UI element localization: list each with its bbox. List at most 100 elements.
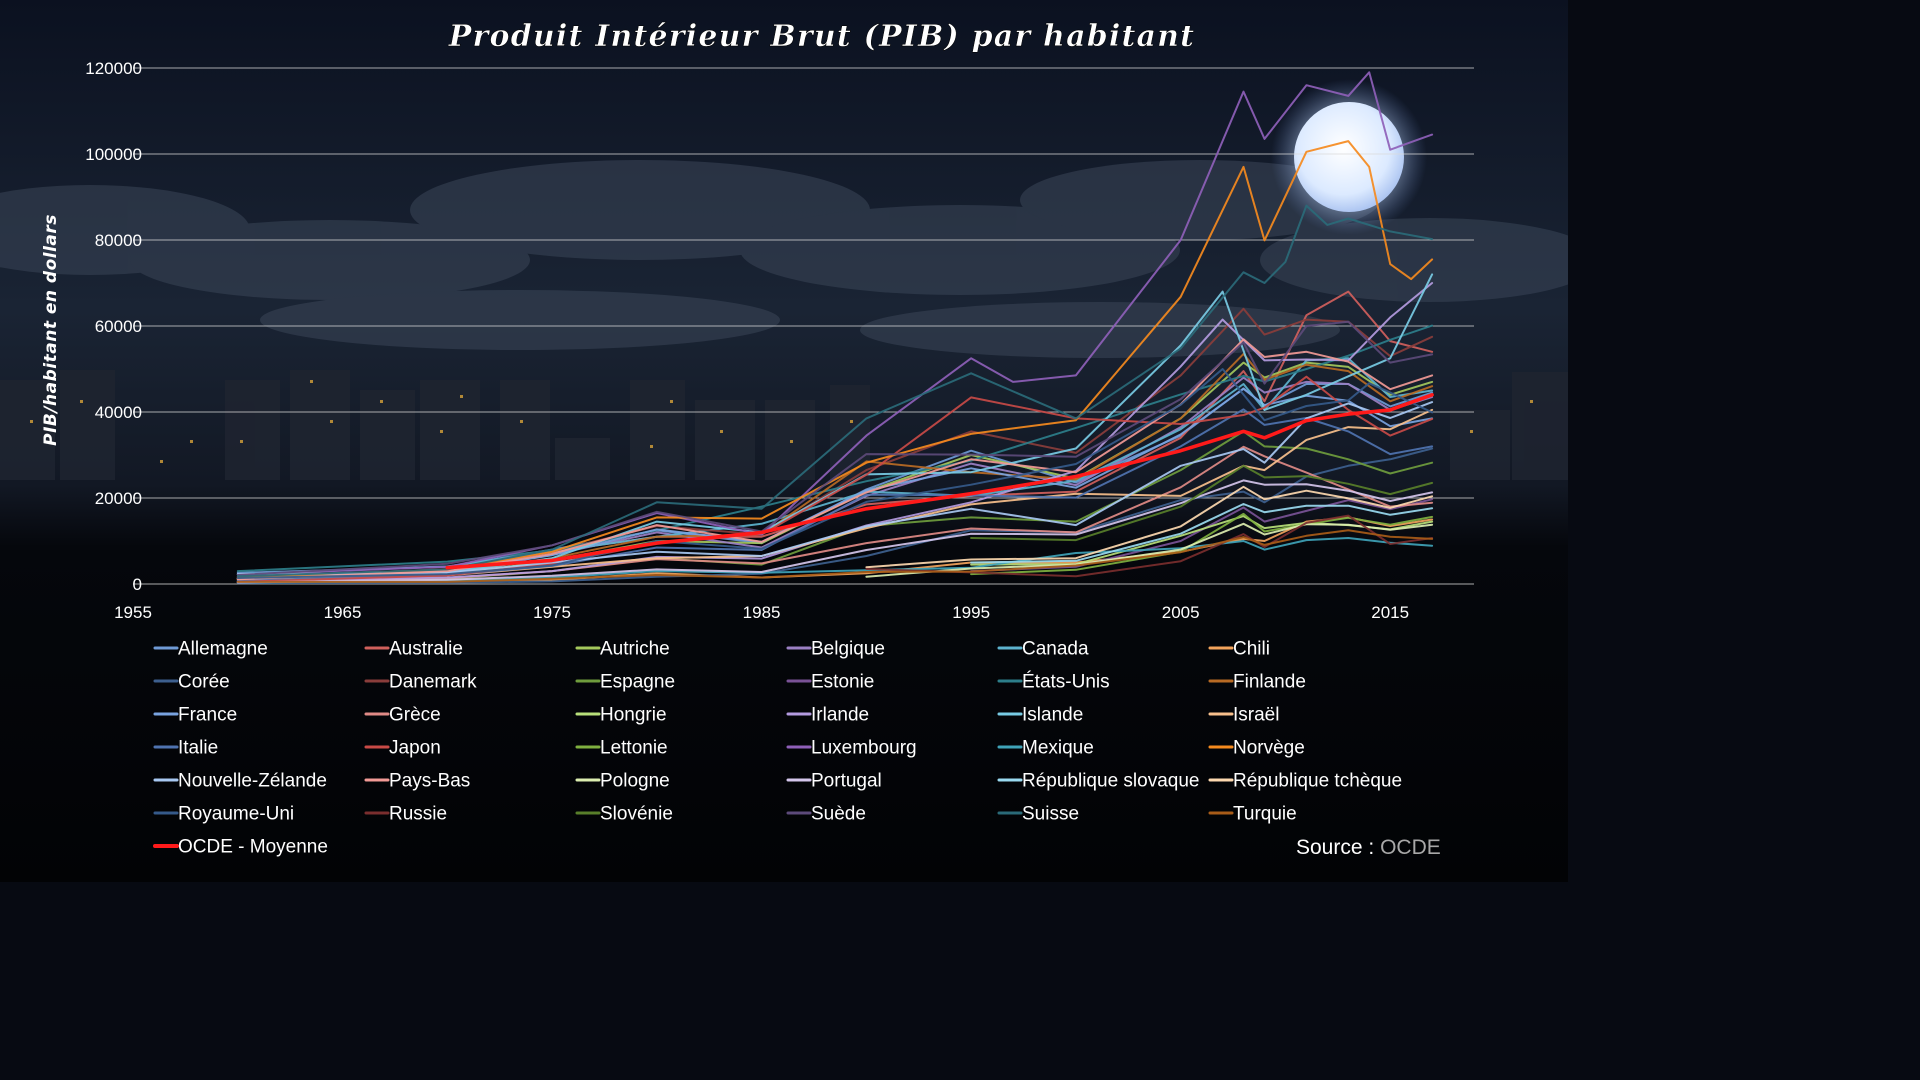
series-line-ocde-moyenne <box>445 392 1434 570</box>
chart-stage: Produit Intérieur Brut (PIB) par habitan… <box>0 0 1568 882</box>
legend-item: Japon <box>364 738 441 759</box>
legend-label: France <box>178 705 237 726</box>
legend-item: Russie <box>364 804 447 825</box>
legend-item: Danemark <box>364 672 477 693</box>
legend-label: Mexique <box>1022 738 1094 759</box>
legend-item: France <box>153 705 237 726</box>
legend-item: Belgique <box>786 639 885 660</box>
legend-item: Islande <box>997 705 1083 726</box>
legend-label: Espagne <box>600 672 675 693</box>
legend-item: OCDE - Moyenne <box>153 837 328 858</box>
legend-item: Nouvelle-Zélande <box>153 771 327 792</box>
series-line-lettonie <box>970 512 1434 576</box>
series-line-suisse <box>236 204 1434 578</box>
legend-label: Canada <box>1022 639 1089 660</box>
x-tick-label: 2015 <box>1371 603 1409 622</box>
line-chart: Produit Intérieur Brut (PIB) par habitan… <box>41 19 1474 858</box>
y-tick-label: 40000 <box>95 403 142 422</box>
legend-label: Russie <box>389 804 447 825</box>
series-line-r-publique-tch-que <box>865 485 1434 569</box>
series-line-portugal <box>236 479 1434 584</box>
x-tick-label: 1975 <box>533 603 571 622</box>
legend-item: Grèce <box>364 705 441 726</box>
legend-item: Estonie <box>786 672 874 693</box>
legend-item: Italie <box>153 738 218 759</box>
source-note: Source : OCDE <box>1296 836 1441 860</box>
legend-label: Chili <box>1233 639 1270 660</box>
legend-item: Turquie <box>1208 804 1297 825</box>
legend-label: Allemagne <box>178 639 268 660</box>
legend-item: Slovénie <box>575 804 673 825</box>
legend-label: Suisse <box>1022 804 1079 825</box>
series-line-luxembourg <box>236 71 1434 576</box>
legend-item: Portugal <box>786 771 882 792</box>
y-tick-label: 60000 <box>95 317 142 336</box>
legend-item: Allemagne <box>153 639 268 660</box>
series-line-turquie <box>236 529 1434 583</box>
x-tick-label: 1995 <box>952 603 990 622</box>
legend-item: Royaume-Uni <box>153 804 294 825</box>
series-line-nouvelle-z-lande <box>236 401 1434 576</box>
series-line-estonie <box>970 498 1434 573</box>
legend-label: Royaume-Uni <box>178 804 294 825</box>
series-line-r-publique-slovaque <box>970 503 1434 564</box>
legend-label: Lettonie <box>600 738 668 759</box>
y-tick-label: 20000 <box>95 489 142 508</box>
series-line-islande <box>236 273 1434 579</box>
legend-item: République tchèque <box>1208 771 1402 792</box>
legend-item: Irlande <box>786 705 869 726</box>
legend-label: Japon <box>389 738 441 759</box>
y-tick-label: 0 <box>133 575 142 594</box>
x-tick-label: 1985 <box>743 603 781 622</box>
legend-item: Chili <box>1208 639 1270 660</box>
source-label: Source <box>1296 836 1363 859</box>
legend-label: Pologne <box>600 771 670 792</box>
legend-label: Grèce <box>389 705 441 726</box>
series-line-irlande <box>236 282 1434 582</box>
legend-label: Hongrie <box>600 705 667 726</box>
legend-label: Turquie <box>1233 804 1297 825</box>
legend-label: OCDE - Moyenne <box>178 837 328 858</box>
window-lights <box>30 380 1533 463</box>
legend-item: Canada <box>997 639 1089 660</box>
series-line-royaume-uni <box>236 368 1434 579</box>
building-silhouettes <box>0 370 1568 480</box>
legend-label: Belgique <box>811 639 885 660</box>
legend-label: Finlande <box>1233 672 1306 693</box>
x-tick-label: 1965 <box>324 603 362 622</box>
legend-label: Slovénie <box>600 804 673 825</box>
moon <box>1271 79 1427 235</box>
series-line-finlande <box>236 352 1434 580</box>
legend-item: Suisse <box>997 804 1079 825</box>
legend-item: Corée <box>153 672 230 693</box>
chart-title: Produit Intérieur Brut (PIB) par habitan… <box>448 19 1196 54</box>
legend-item: République slovaque <box>997 771 1199 792</box>
legend-label: Islande <box>1022 705 1083 726</box>
legend-label: Australie <box>389 639 463 660</box>
series-line-norv-ge <box>236 140 1434 579</box>
legend-label: Norvège <box>1233 738 1305 759</box>
legend-label: Italie <box>178 738 218 759</box>
legend-item: Espagne <box>575 672 675 693</box>
y-axis-label: PIB/habitant en dollars <box>41 214 61 446</box>
legend-label: Irlande <box>811 705 869 726</box>
legend: Allemagne Australie Autriche Belgique Canada… <box>153 639 1402 858</box>
legend-label: Danemark <box>389 672 477 693</box>
legend-label: Nouvelle-Zélande <box>178 771 327 792</box>
series-line-pologne <box>865 522 1434 578</box>
legend-label: Pays-Bas <box>389 771 470 792</box>
legend-item: Pays-Bas <box>364 771 470 792</box>
legend-item: Autriche <box>575 639 670 660</box>
legend-item: Finlande <box>1208 672 1306 693</box>
legend-item: Suède <box>786 804 866 825</box>
legend-label: États-Unis <box>1022 672 1110 693</box>
legend-label: Luxembourg <box>811 738 917 759</box>
legend-item: Australie <box>364 639 463 660</box>
legend-label: Portugal <box>811 771 882 792</box>
y-tick-labels: 0 20000 40000 60000 80000 100000 120000 <box>85 59 142 594</box>
source-separator: : <box>1362 836 1381 859</box>
series-line-pays-bas <box>236 338 1434 581</box>
legend-label: Corée <box>178 672 230 693</box>
legend-item: Hongrie <box>575 705 667 726</box>
legend-label: République slovaque <box>1022 771 1199 792</box>
